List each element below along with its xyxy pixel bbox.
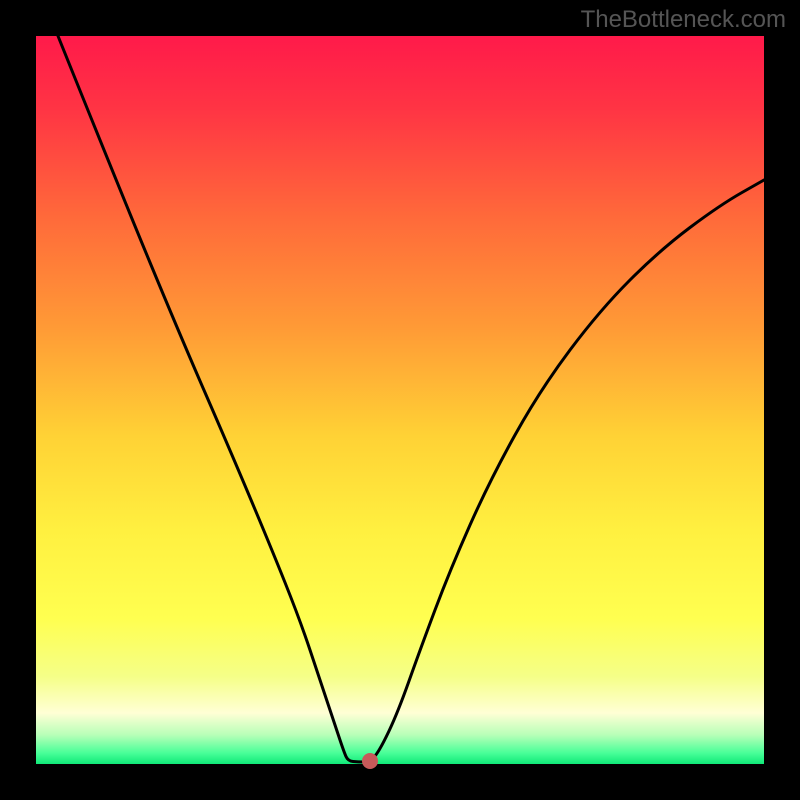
chart-container: TheBottleneck.com (0, 0, 800, 800)
bottleneck-chart (0, 0, 800, 800)
watermark-text: TheBottleneck.com (581, 6, 786, 34)
plot-background (36, 36, 764, 764)
minimum-marker (362, 753, 378, 769)
